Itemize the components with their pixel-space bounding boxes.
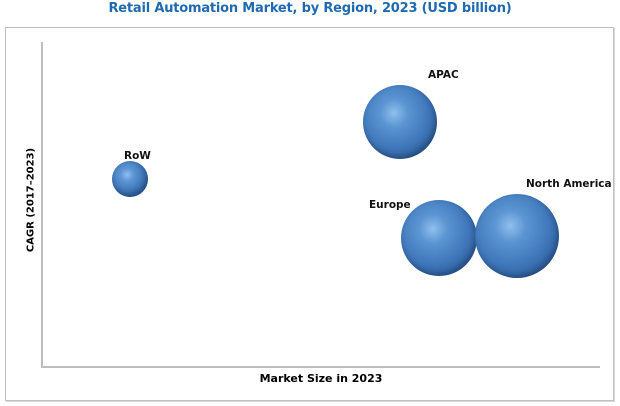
- x-axis-label: Market Size in 2023: [259, 372, 383, 385]
- bubble-label-europe: Europe: [369, 199, 411, 211]
- y-axis-label: CAGR (2017–2023): [25, 147, 37, 253]
- x-axis-line: [41, 366, 600, 368]
- bubble-north-america: [475, 194, 559, 278]
- bubble-row: [112, 161, 148, 197]
- bubble-label-apac: APAC: [428, 69, 459, 81]
- y-axis-line: [41, 42, 43, 367]
- bubble-label-row: RoW: [124, 150, 151, 162]
- bubble-apac: [363, 85, 437, 159]
- chart-title: Retail Automation Market, by Region, 202…: [108, 1, 512, 16]
- bubble-label-north-america: North America: [526, 178, 612, 190]
- chart-frame: [5, 27, 614, 401]
- bubble-europe: [401, 200, 477, 276]
